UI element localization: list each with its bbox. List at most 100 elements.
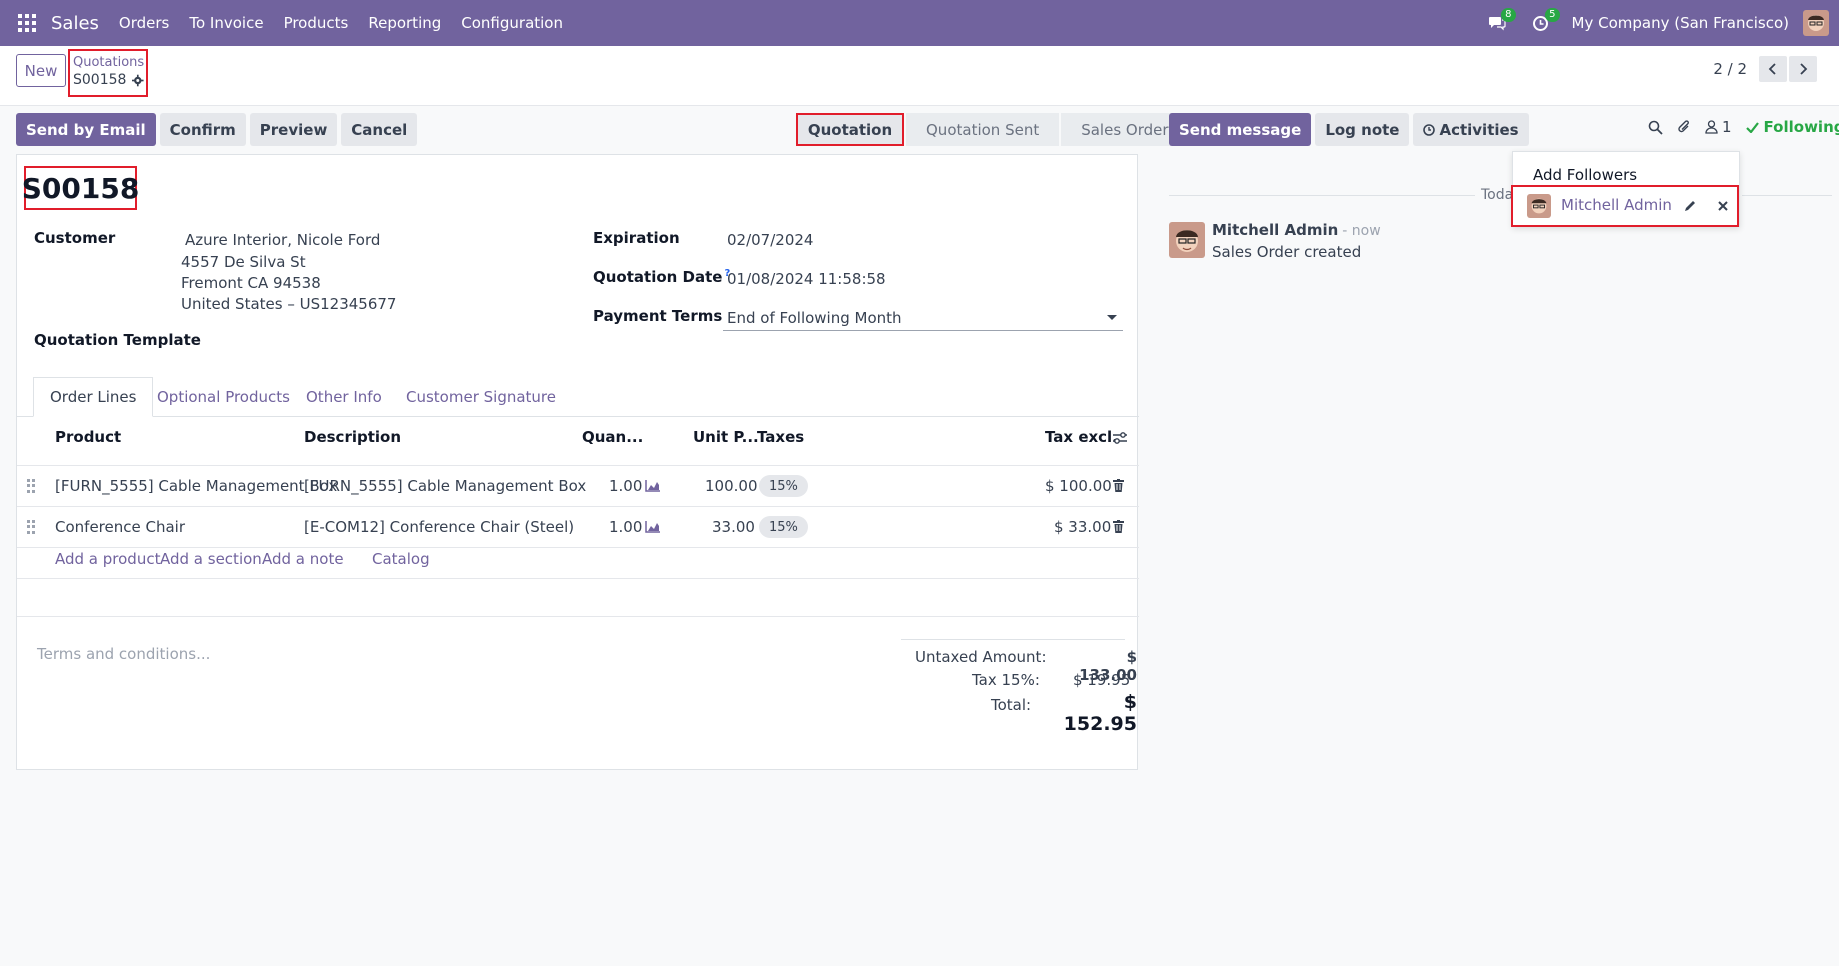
check-icon	[1745, 121, 1759, 133]
breadcrumb: Quotations S00158	[68, 49, 148, 97]
address-line-1: 4557 De Silva St	[181, 253, 306, 271]
trash-icon[interactable]	[1113, 479, 1124, 492]
menu-products[interactable]: Products	[283, 14, 349, 32]
send-message-button[interactable]: Send message	[1169, 113, 1312, 146]
drag-handle-icon[interactable]	[27, 479, 35, 493]
add-section-link[interactable]: Add a section	[160, 550, 262, 568]
forecast-chart-icon[interactable]	[645, 521, 660, 533]
table-row[interactable]: [FURN_5555] Cable Management Box [FURN_5…	[17, 466, 1139, 507]
company-switcher[interactable]: My Company (San Francisco)	[1571, 14, 1789, 32]
row-description[interactable]: [E-COM12] Conference Chair (Steel)	[304, 518, 575, 536]
stage-quotation[interactable]: Quotation	[796, 113, 904, 146]
terms-conditions-field[interactable]: Terms and conditions...	[37, 645, 211, 663]
message-author[interactable]: Mitchell Admin - now	[1212, 221, 1381, 239]
follower-name[interactable]: Mitchell Admin	[1561, 196, 1672, 214]
row-product[interactable]: [FURN_5555] Cable Management Box	[55, 477, 338, 495]
message-author-avatar[interactable]	[1169, 222, 1205, 258]
col-product-header[interactable]: Product	[55, 428, 122, 446]
activities-schedule-button[interactable]: Activities	[1413, 113, 1529, 146]
row-tax-badge[interactable]: 15%	[759, 516, 808, 538]
customer-field[interactable]: Azure Interior, Nicole Ford	[185, 231, 381, 249]
row-description[interactable]: [FURN_5555] Cable Management Box	[304, 477, 587, 495]
add-product-link[interactable]: Add a product	[55, 550, 161, 568]
menu-reporting[interactable]: Reporting	[368, 14, 442, 32]
tab-optional-products[interactable]: Optional Products	[157, 388, 290, 406]
address-line-3: United States – US12345677	[181, 295, 397, 313]
control-panel: New Quotations S00158 2 / 2	[0, 46, 1839, 106]
new-button[interactable]: New	[16, 54, 66, 87]
clock-icon	[1423, 123, 1436, 136]
chatter-actions: Send message Log note Activities	[1169, 113, 1529, 146]
menu-configuration[interactable]: Configuration	[461, 14, 563, 32]
column-settings-icon[interactable]	[1112, 431, 1128, 445]
col-description-header[interactable]: Description	[304, 428, 402, 446]
add-note-link[interactable]: Add a note	[262, 550, 344, 568]
col-tax-excl-header[interactable]: Tax excl.	[1045, 428, 1118, 446]
trash-icon[interactable]	[1113, 520, 1124, 533]
stage-quotation-sent[interactable]: Quotation Sent	[906, 113, 1060, 146]
breadcrumb-quotations-link[interactable]: Quotations	[73, 55, 145, 70]
col-quantity-header[interactable]: Quan...	[582, 428, 644, 446]
quotation-date-field[interactable]: 01/08/2024 11:58:58	[727, 270, 886, 288]
menu-to-invoice[interactable]: To Invoice	[189, 14, 264, 32]
address-line-2: Fremont CA 94538	[181, 274, 321, 292]
menu-orders[interactable]: Orders	[118, 14, 170, 32]
row-tax-badge[interactable]: 15%	[759, 475, 808, 497]
gear-icon[interactable]	[132, 74, 144, 87]
help-tooltip-icon[interactable]: ?	[724, 268, 731, 279]
forecast-chart-icon[interactable]	[645, 480, 660, 492]
total-value: $ 152.95	[1063, 691, 1137, 735]
pager-next-button[interactable]	[1789, 56, 1817, 82]
row-unit-price[interactable]: 100.00	[705, 477, 758, 495]
messages-button[interactable]: 8	[1484, 8, 1516, 36]
notebook-tabs: Order Lines Optional Products Other Info…	[17, 377, 1139, 417]
row-quantity[interactable]: 1.00	[609, 477, 643, 495]
expiration-field[interactable]: 02/07/2024	[727, 231, 814, 249]
followers-button[interactable]: 1	[1705, 118, 1732, 136]
row-product[interactable]: Conference Chair	[55, 518, 185, 536]
col-taxes-header[interactable]: Taxes	[757, 428, 805, 446]
row-quantity[interactable]: 1.00	[609, 518, 643, 536]
col-unit-price-header[interactable]: Unit P...	[693, 428, 759, 446]
clock-icon	[1533, 15, 1549, 31]
add-followers-item[interactable]: Add Followers	[1533, 166, 1638, 184]
stage-sales-order[interactable]: Sales Order	[1061, 113, 1189, 146]
close-icon[interactable]	[1718, 201, 1728, 211]
user-avatar[interactable]	[1803, 10, 1829, 36]
tab-other-info[interactable]: Other Info	[306, 388, 382, 406]
top-navbar: Sales Orders To Invoice Products Reporti…	[0, 0, 1839, 46]
pager-value[interactable]: 2 / 2	[1713, 60, 1747, 78]
table-row[interactable]: Conference Chair [E-COM12] Conference Ch…	[17, 507, 1139, 548]
untaxed-amount-value: $ 133.00	[1079, 648, 1137, 684]
tab-customer-signature[interactable]: Customer Signature	[406, 388, 556, 406]
confirm-button[interactable]: Confirm	[159, 113, 246, 146]
tab-order-lines[interactable]: Order Lines	[33, 377, 154, 417]
tax-label: Tax 15%:	[972, 671, 1040, 689]
dropdown-caret-icon	[1107, 315, 1117, 320]
pager-previous-button[interactable]	[1759, 56, 1787, 82]
follower-item[interactable]: Mitchell Admin	[1511, 185, 1739, 227]
footer-divider	[17, 616, 1139, 617]
chatter-tools: 1 Following	[1648, 118, 1839, 136]
apps-grid-icon[interactable]	[18, 14, 36, 32]
catalog-button[interactable]: Catalog	[372, 550, 430, 568]
payment-terms-select[interactable]: End of Following Month	[723, 305, 1123, 331]
search-icon[interactable]	[1648, 120, 1663, 135]
totals-divider	[901, 639, 1125, 640]
chevron-right-icon	[1800, 63, 1808, 75]
log-note-button[interactable]: Log note	[1315, 113, 1410, 146]
send-by-email-button[interactable]: Send by Email	[16, 113, 156, 146]
drag-handle-icon[interactable]	[27, 520, 35, 534]
header-divider	[17, 465, 1139, 466]
app-name[interactable]: Sales	[51, 12, 99, 34]
row-unit-price[interactable]: 33.00	[712, 518, 755, 536]
following-toggle[interactable]: Following	[1745, 118, 1839, 136]
followers-count: 1	[1722, 118, 1732, 136]
paperclip-icon[interactable]	[1677, 119, 1691, 135]
preview-button[interactable]: Preview	[249, 113, 338, 146]
date-divider-right	[1742, 195, 1832, 196]
message-body: Sales Order created	[1212, 243, 1362, 261]
cancel-button[interactable]: Cancel	[341, 113, 418, 146]
activities-button[interactable]: 5	[1528, 8, 1560, 36]
pencil-icon[interactable]	[1684, 200, 1696, 212]
